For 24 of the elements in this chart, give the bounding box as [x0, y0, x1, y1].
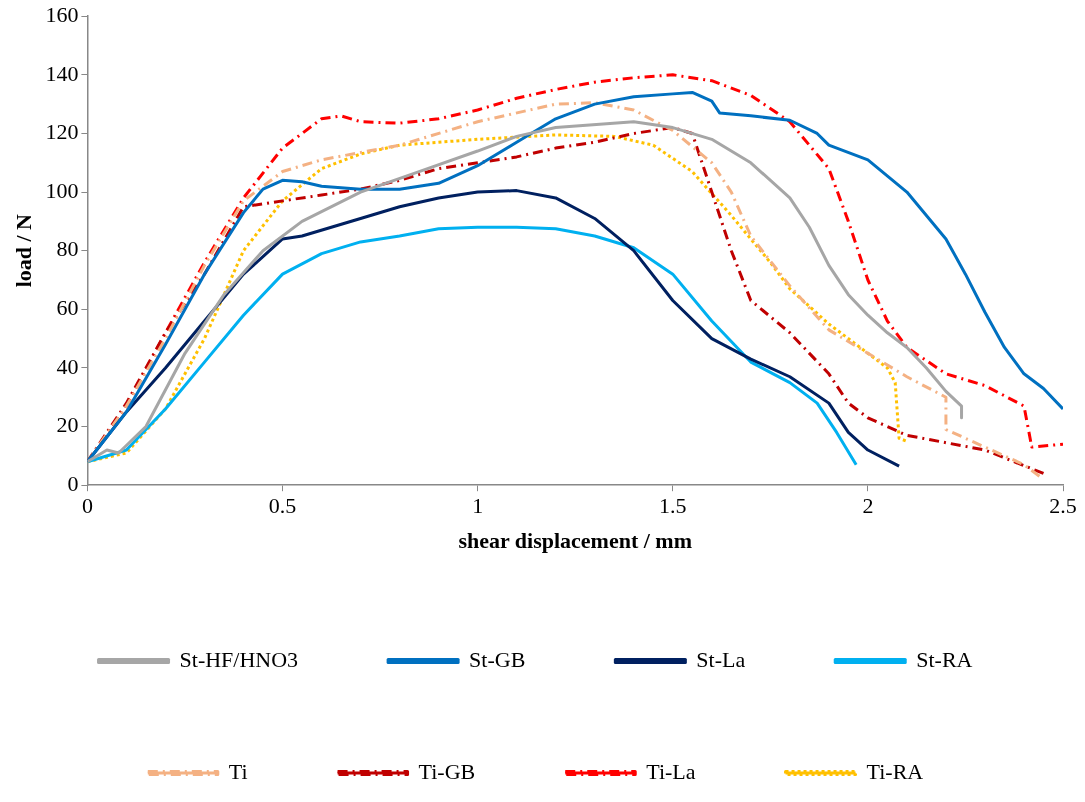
- y-tick-label: 20: [56, 412, 79, 438]
- legend-label: Ti-RA: [866, 758, 924, 784]
- legend-label: St-La: [696, 646, 746, 672]
- y-tick-label: 40: [56, 353, 79, 379]
- x-tick-label: 0.5: [268, 493, 297, 519]
- x-tick-label: 1.5: [659, 493, 687, 519]
- legend-label: St-GB: [469, 646, 526, 672]
- legend-label: Ti-GB: [418, 758, 476, 784]
- y-tick-label: 140: [45, 60, 79, 86]
- legend-label: St-RA: [916, 646, 973, 672]
- x-tick-label: 2.5: [1049, 493, 1077, 519]
- x-tick-label: 1: [472, 493, 484, 519]
- legend-label: Ti-La: [646, 758, 696, 784]
- y-tick-label: 0: [67, 470, 79, 496]
- legend-label: Ti: [228, 758, 248, 784]
- y-axis-title: load / N: [10, 213, 36, 288]
- y-tick-label: 80: [56, 236, 79, 262]
- x-tick-label: 2: [862, 493, 874, 519]
- y-tick-label: 60: [56, 295, 79, 321]
- x-axis-title: shear displacement / mm: [458, 528, 693, 554]
- y-tick-label: 160: [45, 1, 79, 27]
- y-tick-label: 120: [45, 119, 79, 145]
- legend-label: St-HF/HNO3: [179, 646, 299, 672]
- y-tick-label: 100: [45, 177, 79, 203]
